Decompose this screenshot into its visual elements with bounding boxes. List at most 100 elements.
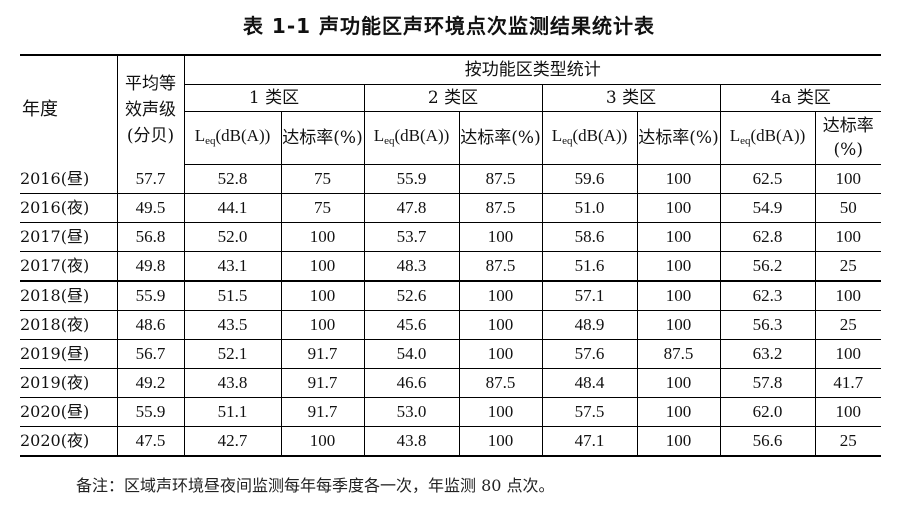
value-cell: 62.0: [719, 397, 815, 427]
value-cell: 53.0: [363, 397, 459, 427]
value-cell: 100: [636, 281, 720, 311]
value-cell: 43.1: [183, 251, 281, 282]
value-cell: 48.3: [363, 251, 459, 282]
year-cell: 2020(夜): [20, 426, 117, 457]
value-cell: 100: [814, 164, 881, 194]
value-cell: 87.5: [458, 251, 542, 282]
year-cell: 2018(昼): [20, 281, 117, 311]
value-cell: 100: [636, 164, 720, 194]
value-cell: 51.5: [183, 281, 281, 311]
rate-header: 达标率(%): [636, 111, 720, 165]
value-cell: 55.9: [116, 281, 184, 311]
value-cell: 47.1: [541, 426, 637, 457]
value-cell: 51.1: [183, 397, 281, 427]
value-cell: 100: [814, 397, 881, 427]
value-cell: 44.1: [183, 193, 281, 223]
value-cell: 87.5: [458, 164, 542, 194]
value-cell: 62.5: [719, 164, 815, 194]
value-cell: 56.2: [719, 251, 815, 282]
table-row: 2017(夜) 49.8 43.1 100 48.3 87.5 51.6 100 56.2 25: [20, 251, 881, 282]
value-cell: 52.8: [183, 164, 281, 194]
avg-level-header: 平均等效声级(分贝): [116, 54, 184, 165]
year-cell: 2019(昼): [20, 339, 117, 369]
value-cell: 100: [280, 281, 364, 311]
value-cell: 51.0: [541, 193, 637, 223]
value-cell: 100: [636, 222, 720, 252]
value-cell: 55.9: [363, 164, 459, 194]
value-cell: 25: [814, 310, 881, 340]
leq-header: Leq(dB(A)): [183, 111, 281, 165]
value-cell: 87.5: [458, 193, 542, 223]
table-row: 2019(昼) 56.7 52.1 91.7 54.0 100 57.6 87.5 63.2 10…: [20, 339, 881, 369]
leq-header: Leq(dB(A)): [719, 111, 815, 165]
value-cell: 46.6: [363, 368, 459, 398]
table-row: 2016(昼) 57.7 52.8 75 55.9 87.5 59.6 100 62.5 100: [20, 164, 881, 194]
table-title: 表 1-1 声功能区声环境点次监测结果统计表: [242, 14, 656, 38]
year-cell: 2019(夜): [20, 368, 117, 398]
table-row: 2020(昼) 55.9 51.1 91.7 53.0 100 57.5 100 62.0 100: [20, 397, 881, 427]
value-cell: 100: [814, 339, 881, 369]
table-row: 2019(夜) 49.2 43.8 91.7 46.6 87.5 48.4 100 57.8 41…: [20, 368, 881, 398]
class-header-1: 1 类区: [183, 84, 364, 112]
value-cell: 91.7: [280, 368, 364, 398]
value-cell: 91.7: [280, 397, 364, 427]
value-cell: 48.4: [541, 368, 637, 398]
year-cell: 2016(昼): [20, 164, 117, 194]
value-cell: 59.6: [541, 164, 637, 194]
value-cell: 100: [636, 310, 720, 340]
year-cell: 2016(夜): [20, 193, 117, 223]
value-cell: 100: [458, 310, 542, 340]
value-cell: 100: [280, 251, 364, 282]
value-cell: 62.8: [719, 222, 815, 252]
value-cell: 57.1: [541, 281, 637, 311]
value-cell: 75: [280, 164, 364, 194]
value-cell: 47.8: [363, 193, 459, 223]
table-row: 2018(昼) 55.9 51.5 100 52.6 100 57.1 100 62.3 100: [20, 281, 881, 311]
value-cell: 54.9: [719, 193, 815, 223]
class-header-2: 2 类区: [363, 84, 542, 112]
value-cell: 100: [636, 251, 720, 282]
value-cell: 51.6: [541, 251, 637, 282]
value-cell: 47.5: [116, 426, 184, 457]
value-cell: 43.8: [183, 368, 281, 398]
class-header-3: 3 类区: [541, 84, 720, 112]
table-row: 2018(夜) 48.6 43.5 100 45.6 100 48.9 100 56.3 25: [20, 310, 881, 340]
value-cell: 91.7: [280, 339, 364, 369]
value-cell: 48.6: [116, 310, 184, 340]
value-cell: 100: [458, 397, 542, 427]
value-cell: 100: [458, 222, 542, 252]
value-cell: 52.6: [363, 281, 459, 311]
rate-header: 达标率(%): [458, 111, 542, 165]
value-cell: 45.6: [363, 310, 459, 340]
value-cell: 49.5: [116, 193, 184, 223]
value-cell: 41.7: [814, 368, 881, 398]
value-cell: 100: [280, 310, 364, 340]
table-row: 2020(夜) 47.5 42.7 100 43.8 100 47.1 100 56.6 25: [20, 426, 881, 457]
value-cell: 100: [636, 193, 720, 223]
value-cell: 57.6: [541, 339, 637, 369]
value-cell: 49.8: [116, 251, 184, 282]
value-cell: 57.7: [116, 164, 184, 194]
value-cell: 43.5: [183, 310, 281, 340]
value-cell: 57.5: [541, 397, 637, 427]
value-cell: 100: [280, 426, 364, 457]
value-cell: 54.0: [363, 339, 459, 369]
value-cell: 52.0: [183, 222, 281, 252]
leq-header: Leq(dB(A)): [363, 111, 459, 165]
noise-monitoring-table: 年度 平均等效声级(分贝) 按功能区类型统计 1 类区 2 类区 3 类区 4a 类区…: [20, 54, 881, 457]
year-cell: 2017(昼): [20, 222, 117, 252]
value-cell: 100: [280, 222, 364, 252]
value-cell: 25: [814, 251, 881, 282]
value-cell: 75: [280, 193, 364, 223]
table-row: 2016(夜) 49.5 44.1 75 47.8 87.5 51.0 100 54.9 50: [20, 193, 881, 223]
value-cell: 56.6: [719, 426, 815, 457]
value-cell: 87.5: [458, 368, 542, 398]
value-cell: 58.6: [541, 222, 637, 252]
group-header: 按功能区类型统计: [183, 54, 881, 85]
value-cell: 52.1: [183, 339, 281, 369]
table-row: 2017(昼) 56.8 52.0 100 53.7 100 58.6 100 62.8 100: [20, 222, 881, 252]
footnote: 备注：区域声环境昼夜间监测每年每季度各一次，年监测 80 点次。: [76, 476, 555, 495]
value-cell: 49.2: [116, 368, 184, 398]
value-cell: 100: [814, 281, 881, 311]
value-cell: 42.7: [183, 426, 281, 457]
